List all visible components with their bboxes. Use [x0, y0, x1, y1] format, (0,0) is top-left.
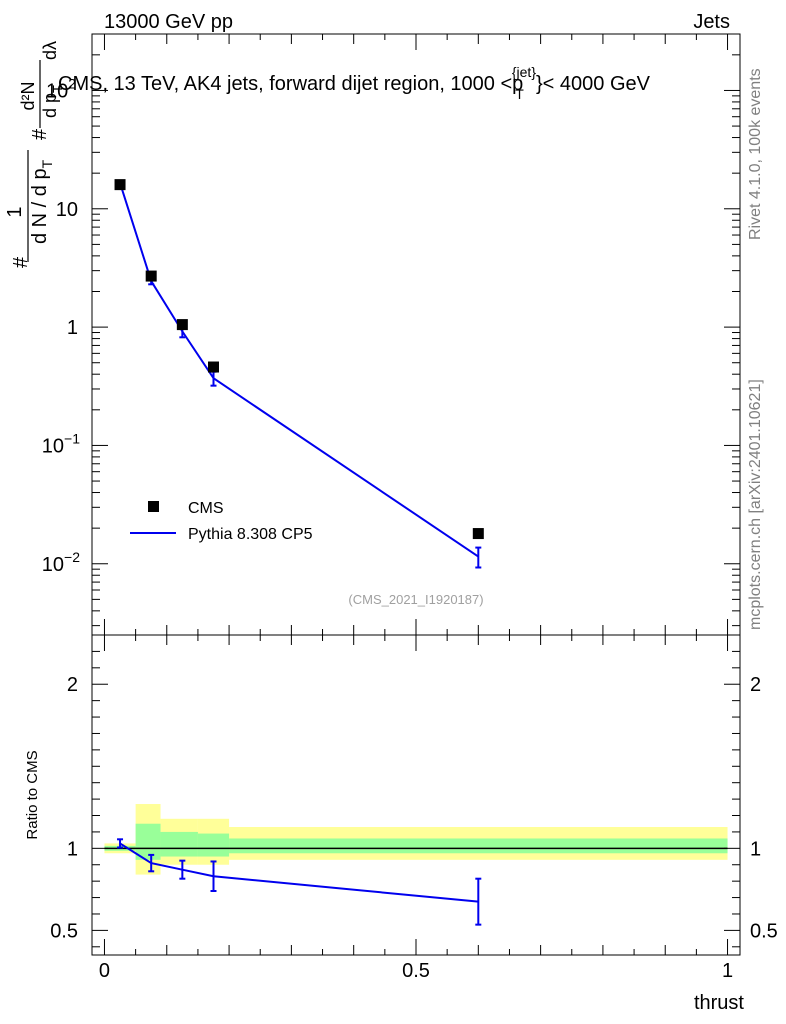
ratio-y-tick-label-right: 0.5	[750, 920, 778, 942]
title-prefix: CMS, 13 TeV, AK4 jets, forward dijet reg…	[58, 73, 523, 95]
y-tick-label: 10	[56, 199, 78, 221]
ylabel-num: d²N	[18, 81, 38, 110]
header-left: 13000 GeV pp	[104, 11, 233, 33]
ylabel-hash-mid: #	[29, 128, 51, 140]
mcplots-label: mcplots.cern.ch [arXiv:2401.10621]	[747, 379, 764, 630]
header-right: Jets	[693, 11, 730, 33]
main-y-label: # 1 d N / d pT # d²N d pT dλ	[4, 41, 65, 268]
x-tick-label: 0	[99, 960, 110, 982]
ratio-axis-ticks	[92, 634, 740, 955]
x-tick-label: 1	[722, 960, 733, 982]
legend-cms-label: CMS	[188, 500, 224, 517]
pythia-line	[119, 182, 479, 558]
legend-pythia-label: Pythia 8.308 CP5	[188, 526, 313, 543]
y-tick-label: 10−1	[42, 430, 80, 457]
analysis-watermark: (CMS_2021_I1920187)	[348, 592, 483, 607]
band-green	[197, 833, 230, 857]
y-tick-label: 10−2	[42, 549, 80, 576]
ratio-y-tick-label-left: 1	[67, 838, 78, 860]
cms-data-point	[472, 528, 484, 540]
band-green	[135, 823, 161, 860]
title-sub: T	[515, 86, 524, 102]
ratio-y-tick-label-right: 2	[750, 674, 761, 696]
ratio-y-tick-label-left: 2	[67, 674, 78, 696]
rivet-label: Rivet 4.1.0, 100k events	[747, 68, 764, 240]
ratio-y-label: Ratio to CMS	[24, 750, 41, 839]
title-sup: {jet}	[512, 64, 536, 80]
ylabel-dlambda: dλ	[40, 41, 60, 60]
y-tick-label: 1	[67, 317, 78, 339]
y-tick-label: 102	[46, 75, 76, 102]
ratio-y-tick-labels: 0.5 0.5 1 1 2 2	[50, 674, 778, 942]
uncertainty-bands	[104, 804, 728, 875]
cms-data-point	[145, 270, 157, 282]
main-frame	[91, 33, 741, 636]
legend: CMS Pythia 8.308 CP5	[130, 500, 313, 543]
main-y-tick-labels: 10−2 10−1 1 10 102	[42, 75, 80, 575]
ratio-frame	[91, 634, 741, 956]
ylabel-one: 1	[4, 206, 26, 217]
x-tick-labels: 0 0.5 1	[99, 960, 733, 982]
title-suffix: }< 4000 GeV	[536, 73, 651, 95]
ratio-y-tick-label-right: 1	[750, 838, 761, 860]
main-axis-ticks	[92, 33, 740, 635]
x-axis-label: thrust	[694, 992, 744, 1014]
ratio-panel: 0.5 0.51 12 2 0 0.5 1 Ratio to CMS thrust	[24, 634, 778, 1014]
main-panel: 10−2 10−1 1 10 102 CMS, 13 TeV, AK4 jets, fo…	[4, 33, 741, 636]
main-title: CMS, 13 TeV, AK4 jets, forward dijet reg…	[58, 64, 651, 102]
ylabel-denom: d N / d pT	[29, 159, 55, 244]
band-green	[160, 831, 198, 857]
cms-data-point	[208, 361, 219, 373]
cms-data-point	[176, 319, 188, 331]
ylabel-hash-left: #	[10, 256, 32, 268]
legend-cms-marker	[148, 501, 159, 512]
band-green	[229, 838, 728, 854]
ylabel-num-den: d pT	[40, 85, 65, 118]
cms-data-point	[114, 179, 126, 191]
ratio-y-tick-label-left: 0.5	[50, 920, 78, 942]
x-tick-label: 0.5	[402, 960, 430, 982]
